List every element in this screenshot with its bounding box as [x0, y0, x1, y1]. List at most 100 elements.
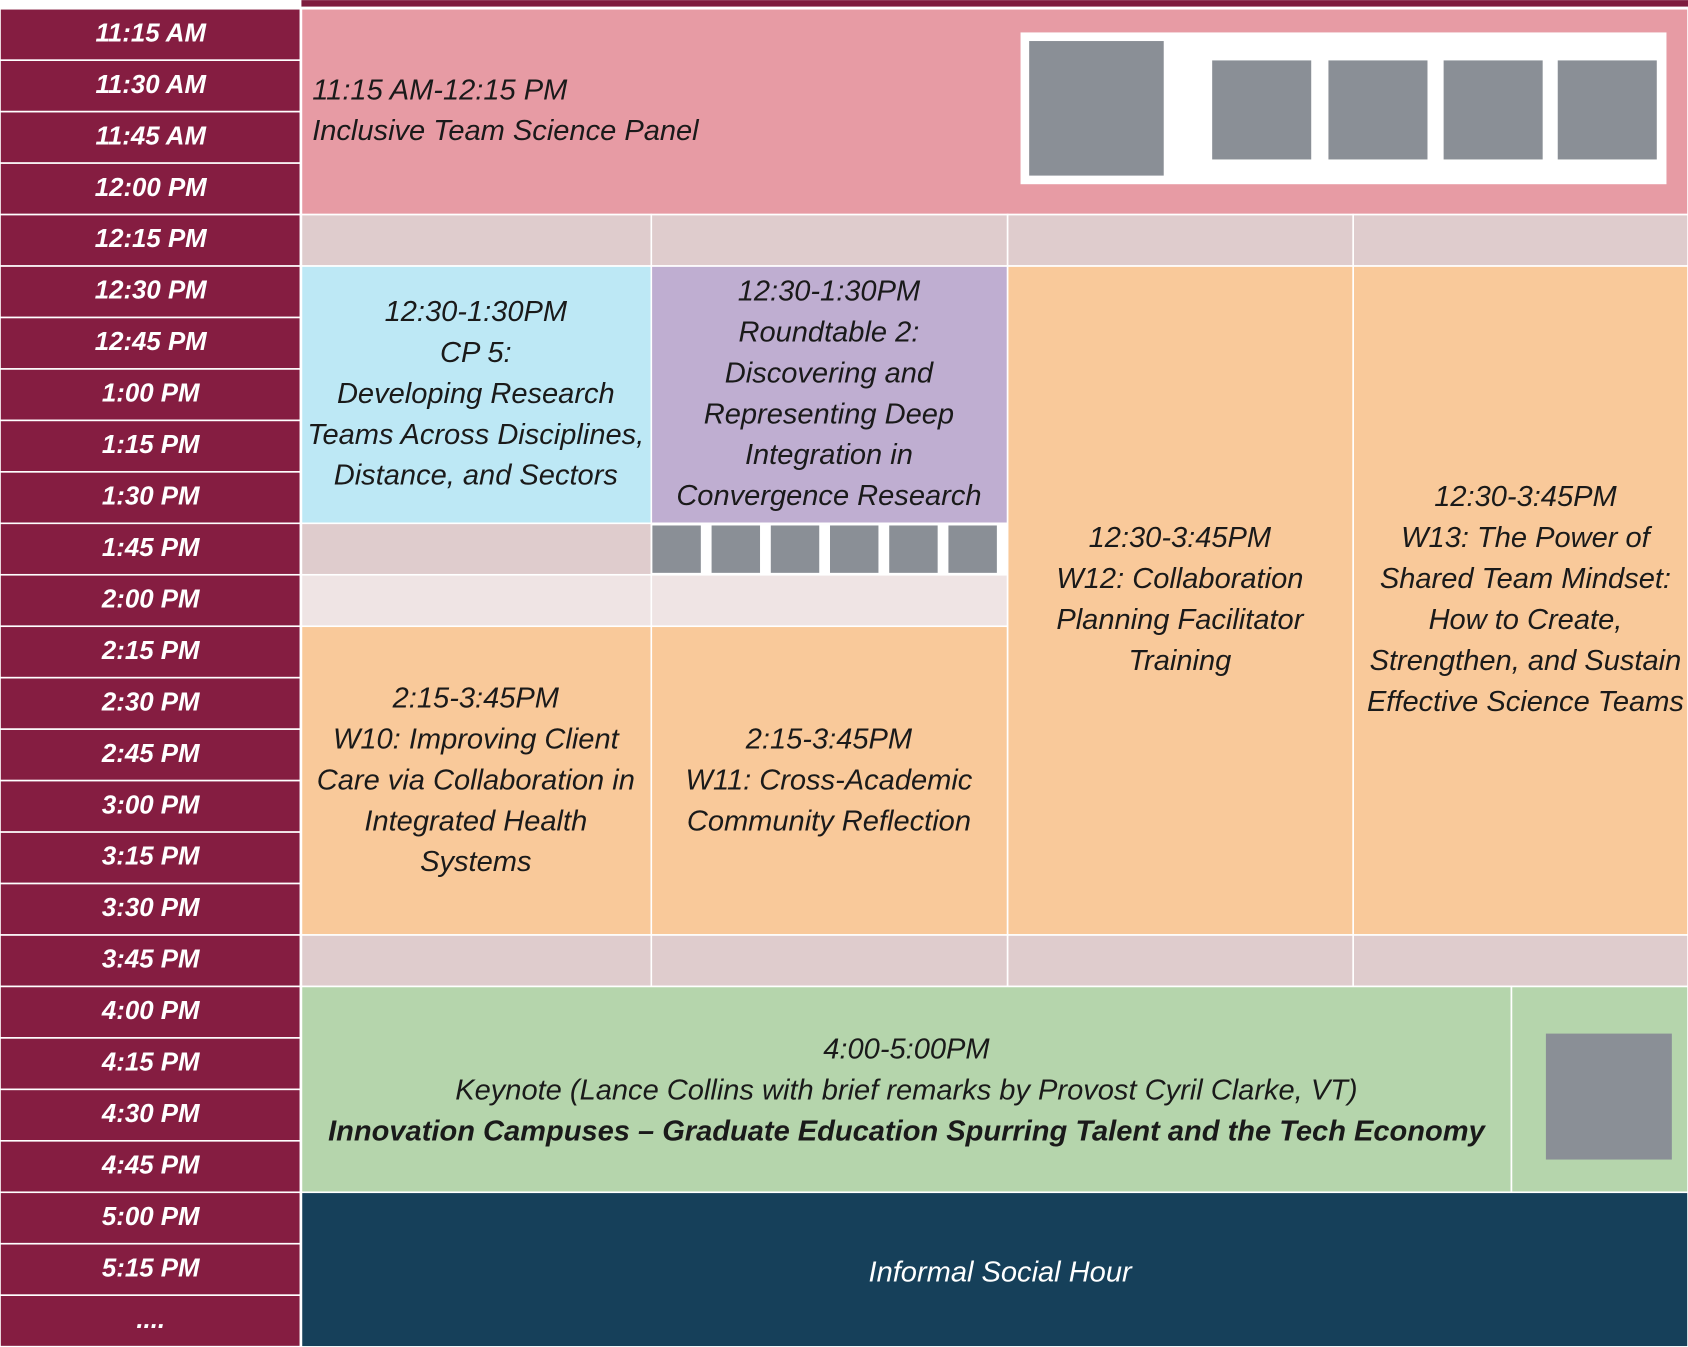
roundtable-line: Integration in — [745, 439, 913, 471]
w10-line: 2:15-3:45PM — [392, 683, 560, 715]
time-label: 12:30 PM — [95, 277, 207, 305]
cp5-block — [300, 265, 653, 525]
cell — [1006, 213, 1355, 267]
photo — [889, 525, 938, 573]
photo — [1029, 41, 1164, 176]
time-label: 5:15 PM — [102, 1254, 200, 1282]
time-label: 12:45 PM — [95, 328, 207, 356]
time-cell — [0, 419, 302, 473]
cell — [300, 213, 653, 267]
time-label: 5:00 PM — [102, 1203, 200, 1231]
time-label: 1:45 PM — [102, 534, 200, 562]
top-bar — [301, 0, 1688, 7]
cell — [650, 934, 1009, 988]
time-label: 11:45 AM — [95, 122, 206, 150]
time-label: 3:15 PM — [102, 843, 200, 871]
photo — [830, 525, 879, 573]
time-cell — [0, 162, 302, 216]
time-cell — [0, 831, 302, 885]
time-label: 2:45 PM — [101, 740, 200, 768]
time-cell — [0, 59, 302, 113]
time-cell — [0, 522, 302, 576]
photo — [1557, 60, 1657, 160]
cp5-line: Distance, and Sectors — [334, 460, 618, 492]
keynote-line: Keynote (Lance Collins with brief remark… — [455, 1074, 1357, 1106]
time-cell — [0, 265, 302, 319]
w10-line: W10: Improving Client — [333, 723, 621, 755]
w12-line: W12: Collaboration — [1056, 563, 1303, 595]
cell — [300, 522, 653, 576]
w13-line: W13: The Power of — [1401, 522, 1653, 554]
cp5-line: CP 5: — [440, 337, 512, 369]
w11-line: 2:15-3:45PM — [745, 723, 913, 755]
time-cell — [0, 213, 302, 267]
cell — [650, 213, 1009, 267]
w13-line: Strengthen, and Sustain — [1370, 645, 1682, 677]
panel-line: 11:15 AM-12:15 PM — [312, 74, 568, 106]
time-cell — [0, 316, 302, 370]
cell — [1006, 934, 1355, 988]
photo — [1443, 60, 1543, 160]
w13-block — [1352, 265, 1688, 936]
photo — [652, 525, 701, 573]
time-label: 2:30 PM — [101, 688, 200, 716]
time-cell — [0, 471, 302, 525]
time-cell — [0, 779, 302, 833]
w10-line: Care via Collaboration in — [317, 764, 635, 796]
cp5-line: 12:30-1:30PM — [385, 296, 568, 328]
w11-block — [650, 625, 1009, 936]
cp5-line: Teams Across Disciplines, — [307, 419, 644, 451]
w12-line: Planning Facilitator — [1056, 604, 1304, 636]
time-label: 1:30 PM — [102, 483, 200, 511]
time-label: 3:00 PM — [102, 791, 200, 819]
photo — [770, 525, 820, 573]
cell — [300, 573, 653, 628]
roundtable-line: Representing Deep — [704, 398, 954, 430]
w12-line: Training — [1128, 645, 1231, 677]
panel-line: Inclusive Team Science Panel — [312, 115, 700, 147]
roundtable-line: 12:30-1:30PM — [738, 276, 921, 308]
time-label: 3:45 PM — [102, 946, 200, 974]
keynote-line: 4:00-5:00PM — [823, 1033, 990, 1065]
w12-line: 12:30-3:45PM — [1089, 522, 1272, 554]
w13-line: Effective Science Teams — [1367, 686, 1684, 718]
w12-block — [1006, 265, 1355, 936]
photo — [1328, 60, 1428, 160]
time-cell — [0, 573, 302, 628]
keynote-line: Innovation Campuses – Graduate Education… — [328, 1115, 1487, 1147]
roundtable-line: Discovering and — [725, 357, 934, 389]
w13-line: How to Create, — [1429, 604, 1623, 636]
time-label: 11:30 AM — [95, 71, 206, 99]
w10-line: Systems — [420, 846, 531, 878]
panel-photos — [1020, 32, 1667, 185]
time-cell — [0, 985, 302, 1039]
time-label: 2:00 PM — [101, 585, 200, 613]
time-cell — [0, 7, 302, 62]
time-label: 4:30 PM — [101, 1100, 200, 1128]
time-cell — [0, 1191, 302, 1245]
time-label: 2:15 PM — [101, 637, 200, 665]
cp5-line: Developing Research — [337, 378, 615, 410]
time-label: 4:15 PM — [101, 1049, 200, 1077]
time-label: 1:00 PM — [102, 380, 200, 408]
time-cell — [0, 1088, 302, 1142]
w10-block — [300, 625, 653, 936]
time-label: 11:15 AM — [95, 19, 206, 47]
cell — [300, 934, 653, 988]
time-cell — [0, 110, 302, 164]
w13-line: Shared Team Mindset: — [1380, 563, 1671, 595]
photo — [711, 525, 761, 573]
cell — [1352, 213, 1688, 267]
time-label: 12:15 PM — [95, 225, 207, 253]
w11-line: Community Reflection — [687, 805, 971, 837]
w13-line: 12:30-3:45PM — [1434, 481, 1617, 513]
time-label: 12:00 PM — [95, 174, 207, 202]
time-cell — [0, 1037, 302, 1091]
time-label: 4:45 PM — [101, 1151, 200, 1179]
cell — [650, 573, 1009, 628]
time-label: 3:30 PM — [102, 894, 200, 922]
time-cell — [0, 368, 302, 422]
time-cell — [0, 625, 302, 679]
